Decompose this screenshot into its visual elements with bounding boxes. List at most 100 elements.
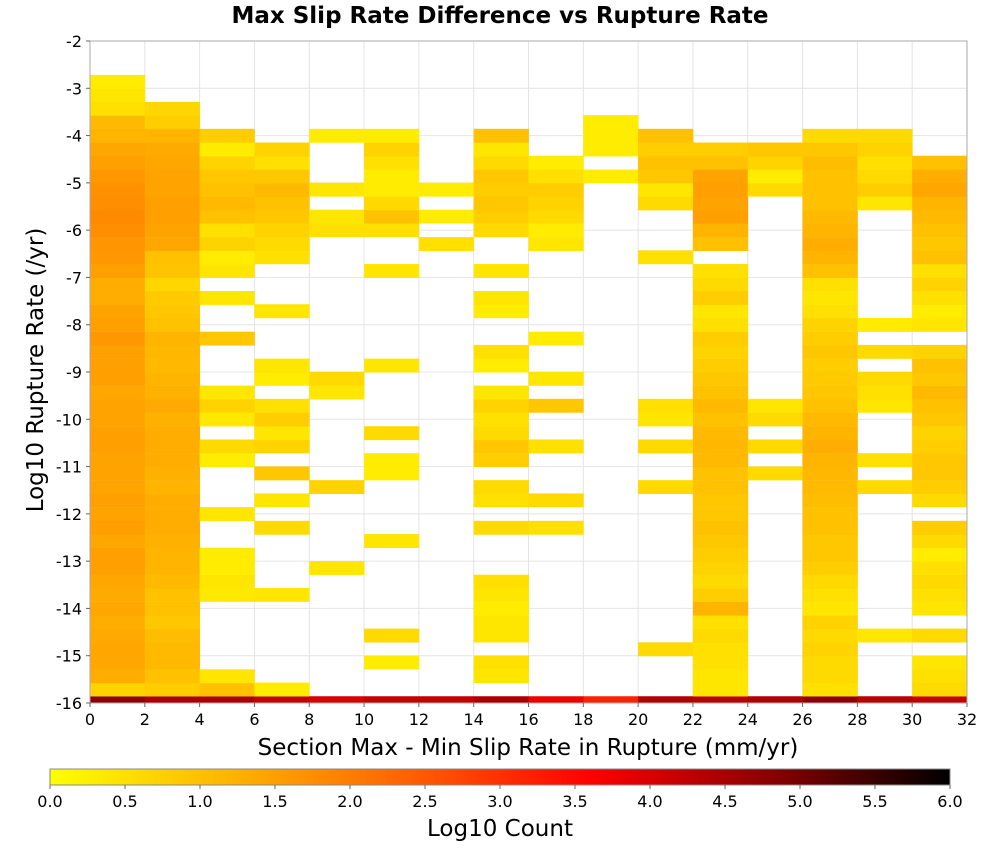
- heatmap-cell: [473, 344, 529, 359]
- heatmap-cell: [912, 561, 968, 575]
- colorbar-tick-label: 5.0: [787, 792, 812, 811]
- y-tick-label: -5: [66, 174, 82, 193]
- heatmap-cell: [857, 128, 913, 143]
- heatmap-cell: [802, 250, 858, 265]
- heatmap-cell: [912, 277, 968, 292]
- heatmap-cell: [364, 169, 420, 184]
- heatmap-cell: [254, 304, 310, 319]
- heatmap-cell: [912, 223, 968, 238]
- colorbar-label: Log10 Count: [427, 816, 573, 842]
- colorbar: [49, 768, 951, 786]
- heatmap-cell: [692, 291, 749, 305]
- heatmap-cell: [364, 196, 420, 211]
- heatmap-cell: [912, 655, 968, 670]
- heatmap-cell: [692, 398, 749, 413]
- heatmap-cell: [912, 520, 968, 535]
- heatmap-cell: [802, 561, 858, 575]
- heatmap-cell: [638, 412, 694, 427]
- heatmap-cell: [583, 169, 639, 184]
- heatmap-cell: [254, 398, 310, 413]
- heatmap-cell: [199, 264, 255, 278]
- heatmap-cell: [309, 182, 365, 197]
- heatmap-cell: [912, 182, 968, 197]
- heatmap-cell: [692, 601, 749, 616]
- heatmap-cell: [802, 331, 858, 346]
- heatmap-cell: [90, 655, 146, 670]
- heatmap-cells: [90, 74, 968, 704]
- heatmap-cell: [90, 507, 146, 522]
- y-tick-label: -10: [56, 410, 82, 429]
- heatmap-cell: [473, 223, 529, 238]
- heatmap-cell: [90, 331, 146, 346]
- heatmap-cell: [857, 371, 913, 386]
- y-tick-label: -13: [56, 552, 82, 571]
- heatmap-cell: [90, 696, 146, 704]
- heatmap-cell: [802, 155, 858, 170]
- heatmap-cell: [857, 169, 913, 184]
- heatmap-cell: [692, 209, 749, 224]
- heatmap-cell: [90, 480, 146, 495]
- heatmap-cell: [90, 223, 146, 238]
- heatmap-cell: [199, 682, 255, 697]
- colorbar-tick-label: 3.5: [562, 792, 587, 811]
- chart-title: Max Slip Rate Difference vs Rupture Rate: [231, 3, 768, 29]
- heatmap-cell: [802, 291, 858, 305]
- heatmap-cell: [254, 426, 310, 441]
- heatmap-cell: [528, 696, 584, 704]
- heatmap-cell: [747, 466, 803, 481]
- heatmap-cell: [254, 196, 310, 211]
- y-tick-label: -2: [66, 32, 82, 51]
- heatmap-cell: [90, 115, 146, 130]
- heatmap-cell: [90, 601, 146, 616]
- heatmap-cell: [90, 344, 146, 359]
- heatmap-cell: [473, 601, 529, 616]
- heatmap-cell: [90, 196, 146, 211]
- heatmap-cell: [692, 196, 749, 211]
- colorbar-tick-label: 2.5: [412, 792, 437, 811]
- heatmap-cell: [144, 385, 201, 400]
- heatmap-cell: [364, 182, 420, 197]
- heatmap-cell: [199, 250, 255, 265]
- heatmap-cell: [802, 534, 858, 548]
- heatmap-cell: [473, 385, 529, 400]
- heatmap-cell: [747, 169, 803, 184]
- heatmap-cell: [90, 466, 146, 481]
- heatmap-cell: [802, 628, 858, 643]
- heatmap-cell: [309, 223, 365, 238]
- heatmap-cell: [254, 182, 310, 197]
- heatmap-cell: [912, 317, 968, 332]
- heatmap-cell: [254, 223, 310, 238]
- heatmap-cell: [692, 696, 749, 704]
- heatmap-cell: [199, 696, 255, 704]
- y-tick-label: -15: [56, 647, 82, 666]
- heatmap-cell: [802, 642, 858, 657]
- heatmap-cell: [747, 142, 803, 157]
- heatmap-cell: [802, 601, 858, 616]
- heatmap-cell: [144, 128, 201, 143]
- heatmap-cell: [692, 237, 749, 252]
- heatmap-cell: [638, 480, 694, 495]
- heatmap-cell: [583, 696, 639, 704]
- heatmap-cell: [199, 398, 255, 413]
- heatmap-cell: [802, 209, 858, 224]
- heatmap-cell: [692, 277, 749, 292]
- heatmap-cell: [912, 439, 968, 454]
- heatmap-cell: [144, 655, 201, 670]
- heatmap-cell: [583, 115, 639, 130]
- heatmap-cell: [199, 547, 255, 562]
- x-axis-ticks: 0 2 4 6 8 10 12 14 16 18 20 22 24 26 28 30 32: [85, 703, 977, 729]
- heatmap-cell: [692, 587, 749, 602]
- heatmap-cell: [912, 587, 968, 602]
- colorbar-tick-label: 4.0: [637, 792, 662, 811]
- heatmap-cell: [254, 155, 310, 170]
- heatmap-cell: [90, 412, 146, 427]
- heatmap-cell: [144, 439, 201, 454]
- x-tick-label: 30: [902, 710, 922, 729]
- heatmap-cell: [144, 169, 201, 184]
- heatmap-cell: [802, 264, 858, 278]
- heatmap-cell: [747, 439, 803, 454]
- heatmap-cell: [90, 439, 146, 454]
- heatmap-cell: [802, 317, 858, 332]
- x-axis-label: Section Max - Min Slip Rate in Rupture (…: [258, 735, 799, 761]
- heatmap-cell: [144, 615, 201, 630]
